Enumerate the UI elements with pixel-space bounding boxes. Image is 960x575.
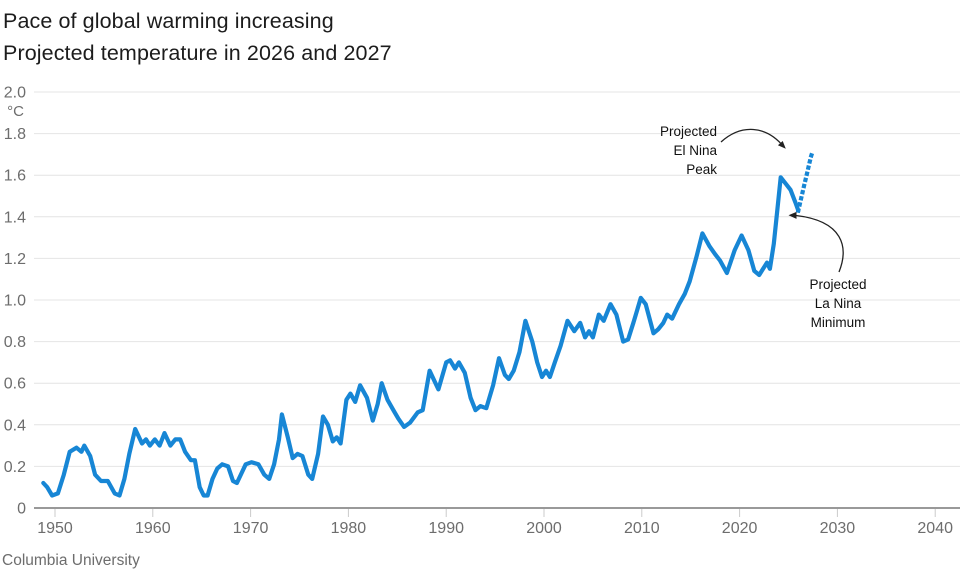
x-tick-label: 2010 (624, 520, 660, 537)
x-tick-label: 1950 (37, 520, 73, 537)
annotation-line: Projected (659, 124, 717, 139)
annotation-line: La Nina (814, 296, 862, 311)
annotation-line: Projected (809, 277, 867, 292)
annotation-la-nina-minimum: Projected La Nina Minimum (776, 275, 900, 332)
x-tick-label: 2000 (526, 520, 562, 537)
y-tick-label: 1.2 (4, 251, 26, 268)
chart-subtitle: Projected temperature in 2026 and 2027 (3, 41, 392, 65)
x-tick-label: 1960 (135, 520, 171, 537)
source-credit: Columbia University (2, 552, 140, 569)
annotation-arrows (720, 128, 844, 273)
y-tick-label: 1.4 (4, 209, 26, 226)
y-tick-label: 0.2 (4, 459, 26, 476)
el-nina-arrowhead-icon (777, 141, 786, 149)
y-tick-label: 0.8 (4, 334, 26, 351)
gridlines-and-y-axis: 0 0.2 0.4 0.6 0.8 1.0 1.2 1.4 1.6 1.8 2.0°C (4, 85, 960, 518)
x-axis: 1950 1960 1970 1980 1990 2000 2010 2020 2030 2040 (37, 509, 953, 537)
y-tick-label: 2.0 (4, 85, 26, 102)
y-tick-label: 0 (17, 501, 26, 518)
observed-temperature-line (41, 175, 801, 498)
el-nina-arrow (720, 128, 785, 148)
x-tick-label: 1970 (233, 520, 269, 537)
la-nina-arrowhead-icon (788, 211, 797, 219)
annotation-line: Minimum (810, 315, 866, 330)
y-axis-unit-label: °C (7, 103, 24, 120)
y-tick-label: 1.6 (4, 168, 26, 185)
chart-series (41, 149, 815, 498)
x-tick-label: 1990 (428, 520, 464, 537)
annotation-line: Peak (686, 162, 717, 177)
y-tick-label: 1.8 (4, 126, 26, 143)
y-tick-label: 1.0 (4, 293, 26, 310)
x-tick-label: 2040 (917, 520, 953, 537)
y-tick-label: 0.6 (4, 376, 26, 393)
x-tick-label: 1980 (331, 520, 367, 537)
chart-title: Pace of global warming increasing (3, 9, 334, 33)
la-nina-arrow (795, 214, 844, 273)
annotation-el-nina-peak: Projected El Nina Peak (597, 122, 717, 179)
y-tick-label: 0.4 (4, 417, 26, 434)
annotation-line: El Nina (673, 143, 717, 158)
x-tick-label: 2020 (722, 520, 758, 537)
projected-temperature-line (795, 149, 815, 214)
x-tick-label: 2030 (820, 520, 856, 537)
